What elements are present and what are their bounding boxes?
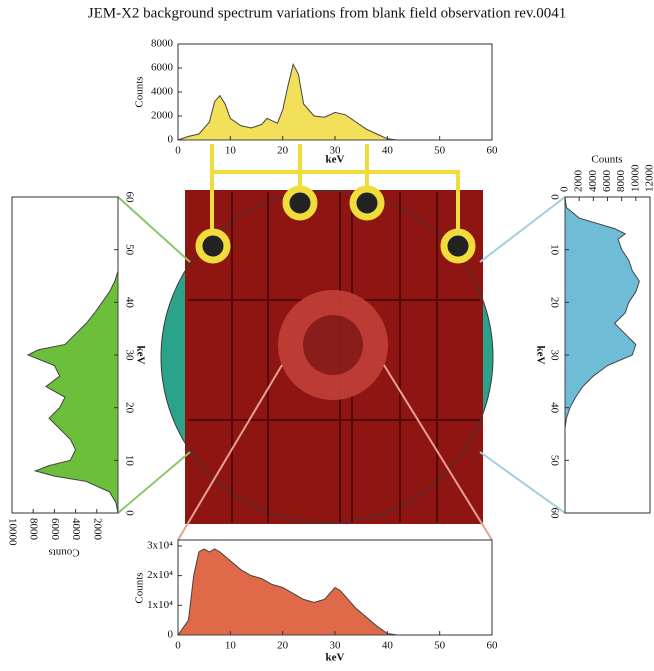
x-tick-label: 0 — [175, 640, 181, 652]
y-tick-label: 0 — [168, 134, 174, 146]
x-tick-label: 0 — [548, 194, 560, 200]
y-tick-label: 2x10⁴ — [147, 569, 173, 581]
x-axis-title: keV — [326, 154, 345, 166]
y-tick-label: 2000 — [573, 170, 585, 193]
y-tick-label: 6000 — [49, 518, 61, 541]
y-tick-label: 4000 — [70, 518, 82, 541]
x-tick-label: 20 — [277, 145, 289, 157]
x-tick-label: 10 — [123, 455, 135, 467]
y-tick-label: 6000 — [151, 62, 174, 74]
x-tick-label: 40 — [548, 402, 560, 414]
x-tick-label: 30 — [123, 350, 135, 362]
y-tick-label: 0 — [559, 186, 571, 192]
y-tick-label: 10000 — [6, 518, 18, 546]
x-axis-title: keV — [326, 652, 345, 664]
y-tick-label: 8000 — [151, 38, 174, 50]
x-tick-label: 40 — [123, 297, 135, 309]
x-tick-label: 50 — [434, 145, 446, 157]
y-tick-label: 4000 — [587, 170, 599, 193]
x-tick-label: 0 — [175, 145, 181, 157]
x-tick-label: 0 — [123, 510, 135, 516]
y-tick-label: 1x10⁴ — [147, 599, 173, 611]
x-tick-label: 20 — [277, 640, 289, 652]
y-tick-label: 8000 — [615, 170, 627, 193]
x-tick-label: 30 — [548, 350, 560, 362]
figure: JEM-X2 background spectrum variations fr… — [0, 0, 654, 666]
x-axis-title: keV — [134, 346, 146, 365]
y-tick-label: 2000 — [151, 110, 174, 122]
x-tick-label: 50 — [434, 640, 446, 652]
x-tick-label: 20 — [123, 402, 135, 414]
y-axis-title: Counts — [134, 572, 146, 603]
y-tick-label: 0 — [168, 629, 174, 641]
y-tick-label: 8000 — [28, 518, 40, 541]
x-tick-label: 60 — [123, 192, 135, 204]
y-axis-title: Counts — [591, 154, 622, 166]
x-tick-label: 10 — [225, 145, 237, 157]
y-tick-label: 4000 — [151, 86, 174, 98]
y-tick-label: 12000 — [644, 164, 654, 192]
x-tick-label: 10 — [548, 244, 560, 256]
x-tick-label: 50 — [548, 455, 560, 467]
figure-title: JEM-X2 background spectrum variations fr… — [88, 5, 567, 21]
x-tick-label: 50 — [123, 244, 135, 256]
y-axis-title: Counts — [48, 546, 79, 558]
x-tick-label: 20 — [548, 297, 560, 309]
x-tick-label: 30 — [330, 640, 342, 652]
y-tick-label: 2000 — [91, 518, 103, 541]
x-tick-label: 40 — [382, 640, 394, 652]
x-tick-label: 60 — [487, 145, 499, 157]
y-tick-label: 6000 — [601, 170, 613, 193]
y-tick-label: 3x10⁴ — [147, 539, 173, 551]
x-tick-label: 10 — [225, 640, 237, 652]
x-tick-label: 40 — [382, 145, 394, 157]
y-axis-title: Counts — [134, 76, 146, 107]
x-axis-title: keV — [534, 346, 546, 365]
y-tick-label: 10000 — [629, 164, 641, 192]
x-tick-label: 60 — [548, 508, 560, 520]
x-tick-label: 60 — [487, 640, 499, 652]
